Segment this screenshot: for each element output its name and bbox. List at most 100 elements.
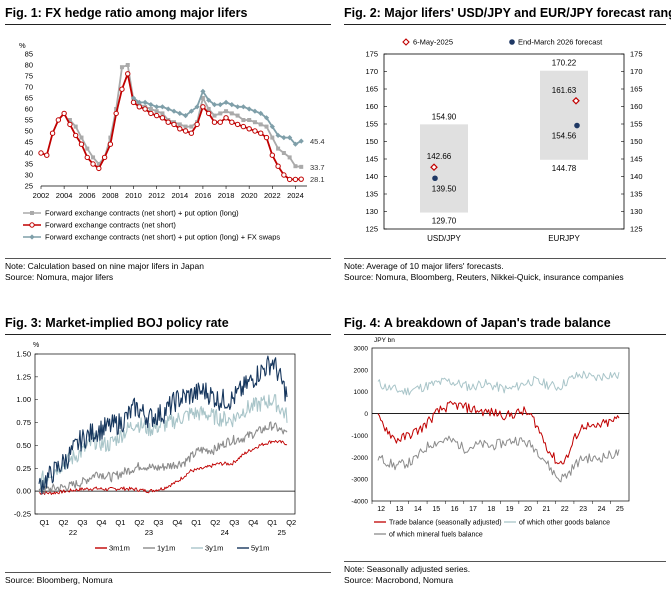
fig3-ytick: 0.75 (16, 418, 31, 427)
fig3-series-line (38, 355, 288, 495)
fig4-note-rule (344, 561, 666, 562)
fig3-year-label: 22 (69, 528, 77, 537)
fig1-point (148, 102, 154, 108)
fig4-plot-frame (371, 347, 630, 502)
fig2-ytick-left: 145 (365, 155, 378, 164)
fig1-legend-marker (29, 234, 35, 240)
fig3-xtick: Q3 (229, 518, 239, 527)
fig1-point (229, 111, 234, 116)
fig1-point (264, 124, 269, 129)
fig4-legend-label: Trade balance (seasonally adjusted) (389, 520, 502, 527)
fig3-xtick: Q3 (153, 518, 163, 527)
fig1-point (148, 107, 153, 111)
fig4-xtick: 15 (432, 506, 440, 513)
fig2-ytick-left: 165 (365, 85, 378, 94)
fig4-title: Fig. 4: A breakdown of Japan's trade bal… (344, 316, 611, 330)
fig1-point (223, 115, 229, 121)
fig1-point (165, 119, 171, 125)
fig1-point (200, 96, 205, 100)
fig3-legend-label: 1y1m (157, 544, 175, 553)
fig2-chart: 125 125 130 130 135 135 140 140 145 145 150 150 155 1… (365, 38, 643, 244)
fig1-point (73, 124, 78, 129)
fig2-ytick-right: 150 (630, 137, 643, 146)
fig1-xtick: 2016 (195, 191, 212, 200)
fig1-point (108, 135, 113, 140)
fig1-xtick: 2008 (102, 191, 119, 200)
fig2-range-band (420, 124, 468, 213)
fig1-point (206, 107, 211, 111)
fig1-point (275, 132, 281, 138)
fig4-xtick: 19 (506, 506, 514, 513)
fig1-point (205, 110, 212, 117)
fig1-point (217, 119, 223, 125)
fig1-point (269, 152, 276, 158)
fig1-point (44, 152, 50, 158)
fig4-ytick: 1000 (354, 389, 369, 396)
fig3-source: Source: Bloomberg, Nomura (5, 575, 113, 585)
fig2-ytick-left: 135 (365, 190, 378, 199)
fig1-ytick: 25 (25, 182, 33, 191)
fig4-xtick: 14 (414, 506, 422, 513)
fig2-ytick-right: 175 (630, 50, 643, 59)
fig1-point (240, 123, 247, 130)
fig1-point (258, 110, 264, 116)
fig2-ytick-left: 140 (365, 172, 378, 181)
fig1-point (229, 119, 235, 125)
fig3-year-label: 25 (278, 528, 286, 537)
fig1-end-label: 28.1 (310, 175, 325, 184)
fig3-legend-label: 3y1m (205, 544, 223, 553)
fig2-range-high-label: 154.90 (432, 112, 457, 121)
fig1-point (188, 108, 194, 114)
fig3-ytick: 0.00 (16, 487, 31, 496)
fig4-legend-label: of which other goods balance (519, 520, 610, 527)
fig2-ytick-right: 165 (630, 85, 643, 94)
fig1-ytick: 75 (25, 72, 33, 81)
fig4-xtick: 12 (377, 506, 385, 513)
fig1-point (153, 112, 160, 119)
fig2-legend-marker (402, 38, 410, 46)
fig1-point (235, 104, 241, 110)
fig3-legend-label: 3m1m (109, 544, 130, 553)
fig4-source: Source: Macrobond, Nomura (344, 575, 454, 585)
fig2-ytick-right: 170 (630, 67, 643, 76)
fig1-xtick: 2024 (287, 191, 304, 200)
fig2-range-low-label: 144.78 (552, 164, 577, 173)
fig1-point (107, 141, 114, 147)
fig1-legend-label: Forward exchange contracts (net short) (45, 221, 176, 230)
fig2-ytick-right: 155 (630, 120, 643, 129)
fig2-ytick-right: 145 (630, 155, 643, 164)
fig3-ytick: 0.25 (16, 464, 31, 473)
fig1-point (72, 132, 79, 139)
fig1-point (194, 121, 200, 128)
fig1-point (298, 138, 304, 144)
fig1-ytick: 60 (25, 105, 33, 114)
fig4-xtick: 25 (616, 506, 624, 513)
fig1-point (165, 106, 171, 112)
fig1-xtick: 2020 (241, 191, 258, 200)
fig1-ytick: 70 (25, 83, 33, 92)
fig2-source: Source: Nomura, Bloomberg, Reuters, Nikk… (344, 272, 624, 282)
fig2-legend-marker (509, 39, 515, 45)
fig1-point (235, 113, 240, 118)
fig1-point (125, 71, 131, 77)
fig3-year-label: 23 (145, 528, 153, 537)
fig1-point (49, 130, 56, 136)
fig1-ytick: 40 (25, 149, 33, 158)
fig4-series-line (377, 370, 620, 396)
fig1-xtick: 2010 (125, 191, 142, 200)
fig4-xtick: 21 (542, 506, 550, 513)
fig1-xtick: 2004 (56, 191, 73, 200)
fig1-ytick: 30 (25, 171, 33, 180)
fig1-point (258, 122, 263, 127)
fig1-point (85, 146, 90, 151)
fig1-point (223, 99, 229, 105)
fig1-point (101, 154, 108, 161)
fig1-point (188, 130, 195, 136)
fig3-xtick: Q2 (58, 518, 68, 527)
fig1-xtick: 2012 (148, 191, 165, 200)
fig3-title: Fig. 3: Market-implied BOJ policy rate (5, 316, 229, 330)
fig1-point (258, 130, 264, 136)
fig3-panel: Fig. 3: Market-implied BOJ policy rate %… (5, 316, 331, 592)
fig2-range-high-label: 170.22 (552, 59, 577, 68)
fig4-ytick: -1000 (351, 433, 368, 440)
